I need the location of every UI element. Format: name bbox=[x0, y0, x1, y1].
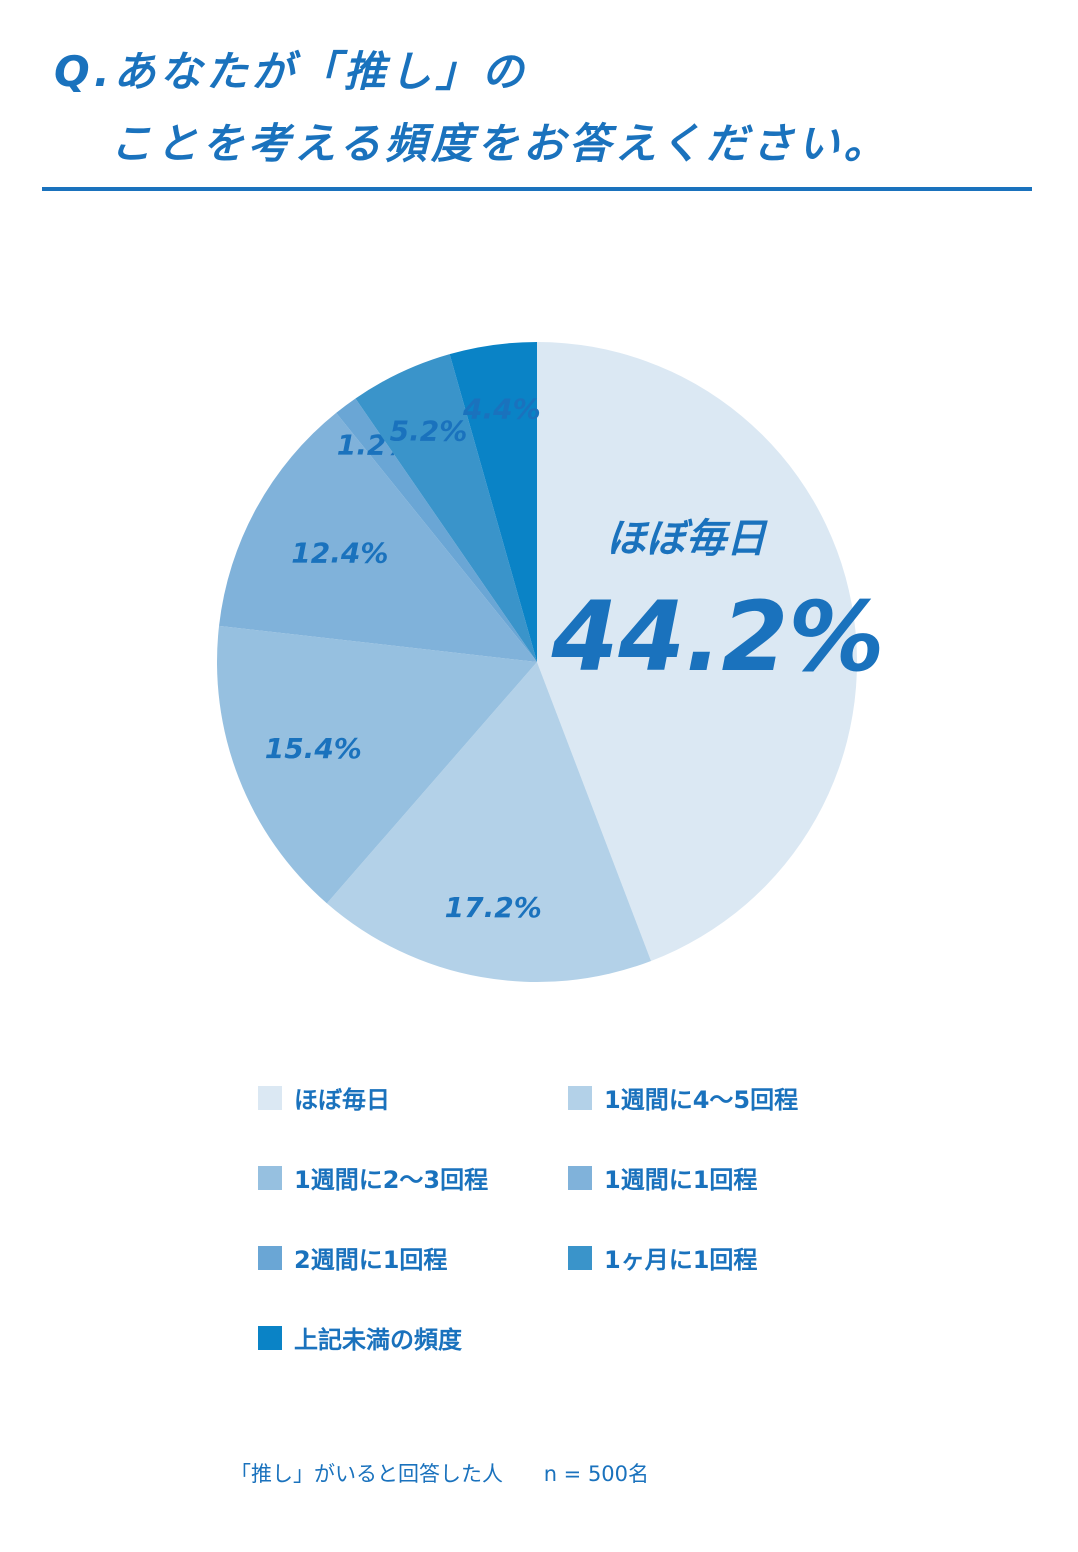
pie-slice-7 bbox=[449, 342, 537, 662]
legend-swatch bbox=[258, 1245, 282, 1270]
legend-swatch bbox=[568, 1085, 592, 1110]
footnote-respondents: 「推し」がいると回答した人 bbox=[230, 1462, 503, 1486]
pie-slice-2 bbox=[326, 662, 652, 983]
pie-slice-5 bbox=[336, 398, 537, 662]
pie-data-label-1: 44.2% bbox=[550, 581, 884, 693]
legend-swatch bbox=[258, 1325, 282, 1350]
pie-slice-1 bbox=[537, 342, 858, 961]
pie-data-label-6: 5.2% bbox=[390, 414, 468, 447]
pie-slice-4 bbox=[219, 412, 538, 662]
legend-swatch bbox=[258, 1165, 282, 1190]
legend-item-7: 上記未満の頻度 bbox=[258, 1320, 462, 1355]
pie-slice-3 bbox=[217, 625, 537, 904]
legend-label: 2週間に1回程 bbox=[294, 1246, 448, 1274]
legend-label: 1週間に4～5回程 bbox=[604, 1086, 799, 1114]
legend-label: 1週間に2～3回程 bbox=[294, 1166, 489, 1194]
title-divider bbox=[42, 187, 1032, 191]
pie-data-label-4: 12.4% bbox=[291, 537, 388, 570]
legend-item-3: 1週間に2～3回程 bbox=[258, 1160, 488, 1195]
legend-item-2: 1週間に4～5回程 bbox=[568, 1080, 798, 1115]
legend-item-5: 2週間に1回程 bbox=[258, 1240, 447, 1275]
chart-title-line-2: ことを考える頻度をお答えください。 bbox=[110, 119, 890, 168]
legend-label: 上記未満の頻度 bbox=[294, 1326, 462, 1354]
pie-data-label-2: 17.2% bbox=[445, 891, 542, 924]
pie-data-label-3: 15.4% bbox=[265, 732, 362, 765]
legend-swatch bbox=[568, 1245, 592, 1270]
legend-swatch bbox=[568, 1165, 592, 1190]
chart-title-line-1: Q.あなたが「推し」の bbox=[54, 47, 528, 96]
pie-highlight-category: ほぼ毎日 bbox=[606, 516, 768, 562]
legend-label: 1ヶ月に1回程 bbox=[604, 1246, 758, 1274]
footnote-sample-size: n = 500名 bbox=[543, 1462, 650, 1486]
legend-item-4: 1週間に1回程 bbox=[568, 1160, 757, 1195]
legend-item-6: 1ヶ月に1回程 bbox=[568, 1240, 757, 1275]
legend-swatch bbox=[258, 1085, 282, 1110]
pie-slice-6 bbox=[355, 354, 537, 662]
legend-label: ほぼ毎日 bbox=[294, 1086, 390, 1114]
pie-data-label-7: 4.4% bbox=[462, 392, 541, 425]
legend-label: 1週間に1回程 bbox=[604, 1166, 758, 1194]
footnote: 「推し」がいると回答した人 n = 500名 bbox=[230, 1458, 683, 1488]
legend-item-1: ほぼ毎日 bbox=[258, 1080, 390, 1115]
